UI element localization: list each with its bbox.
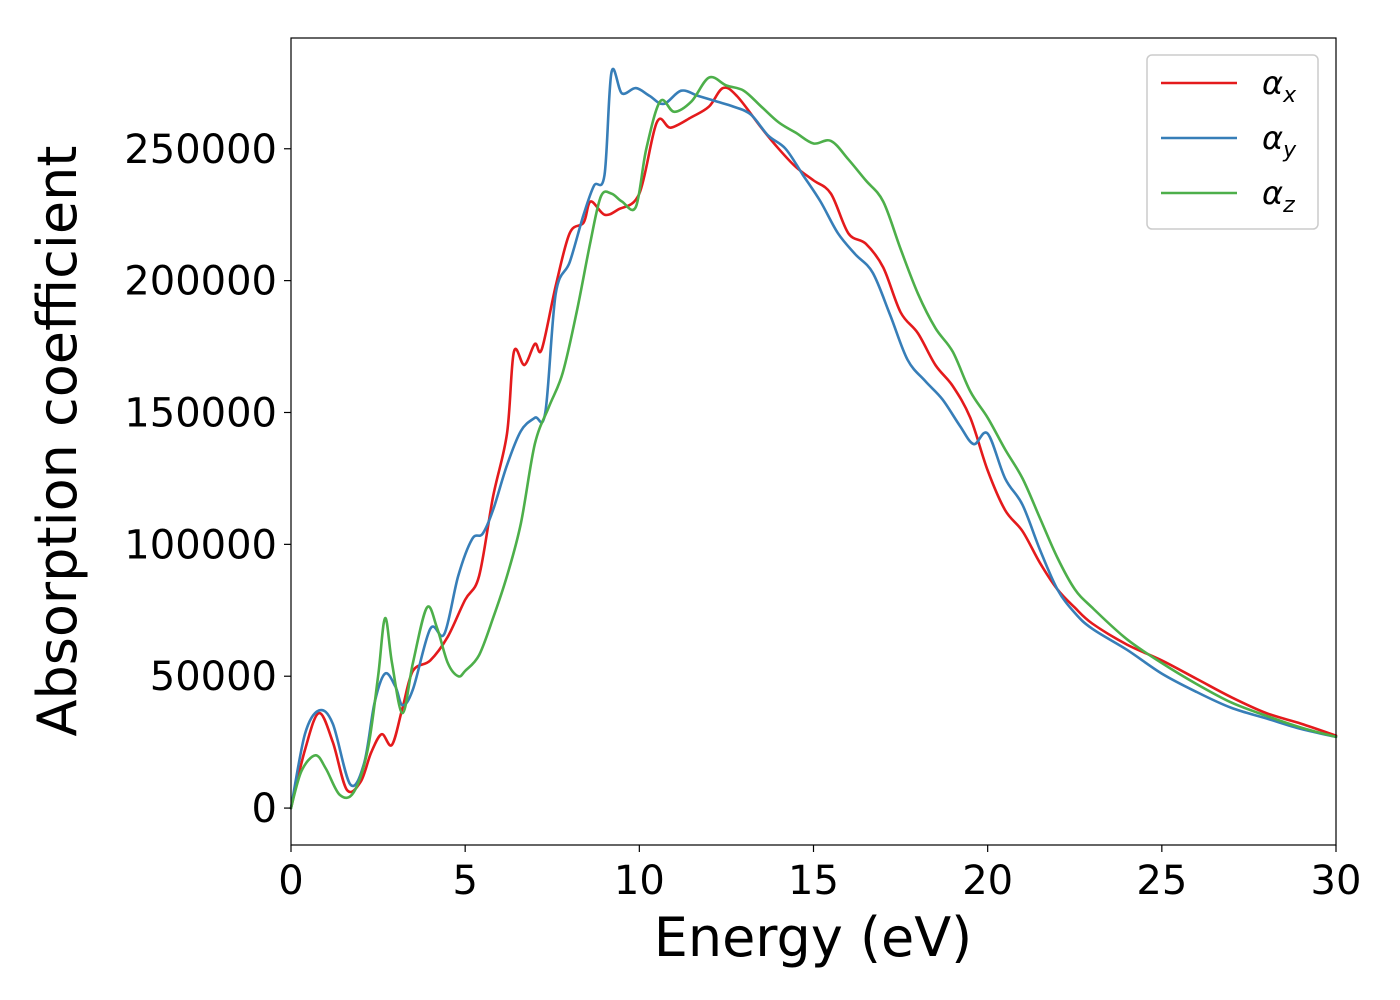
legend-subscript: z	[1282, 193, 1295, 218]
x-tick-label: 0	[278, 858, 303, 904]
x-tick-label: 20	[962, 858, 1013, 904]
x-axis: 0 5 10 15 20 25 30	[278, 845, 1361, 904]
x-tick-label: 15	[788, 858, 839, 904]
x-tick-label: 25	[1136, 858, 1187, 904]
series-line-y	[289, 67, 1338, 810]
x-tick-label: 5	[452, 858, 477, 904]
y-axis-label: Absorption coefficient	[26, 146, 89, 737]
x-tick-label: 30	[1311, 858, 1362, 904]
y-tick-label: 100000	[124, 522, 277, 568]
legend-subscript: y	[1282, 138, 1297, 163]
y-tick-label: 0	[252, 786, 277, 832]
x-tick-label: 10	[614, 858, 665, 904]
y-tick-label: 50000	[150, 654, 277, 700]
y-axis: 0 50000 100000 150000 200000 250000	[124, 127, 291, 832]
y-tick-label: 250000	[124, 127, 277, 173]
x-axis-label: Energy (eV)	[654, 906, 973, 969]
series-layer	[289, 67, 1338, 810]
series-line-z	[289, 75, 1338, 810]
y-tick-label: 150000	[124, 390, 277, 436]
legend-subscript: x	[1282, 83, 1297, 108]
series-line-x	[289, 86, 1338, 810]
legend-frame	[1146, 54, 1319, 230]
y-tick-label: 200000	[124, 259, 277, 305]
